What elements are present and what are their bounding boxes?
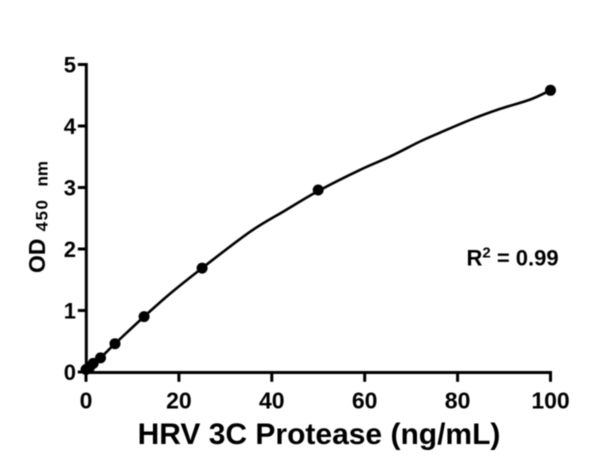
svg-text:0: 0: [64, 360, 76, 385]
svg-text:80: 80: [445, 388, 471, 414]
svg-text:2: 2: [64, 237, 76, 262]
svg-text:5: 5: [64, 53, 76, 78]
svg-text:1: 1: [64, 299, 76, 324]
svg-text:4: 4: [64, 114, 77, 139]
svg-text:100: 100: [531, 388, 569, 414]
svg-text:20: 20: [166, 388, 192, 414]
svg-text:40: 40: [259, 388, 285, 414]
svg-text:60: 60: [352, 388, 378, 414]
svg-text:0: 0: [80, 388, 93, 414]
svg-text:3: 3: [64, 176, 76, 201]
svg-text:R2 = 0.99: R2 = 0.99: [467, 245, 559, 271]
svg-text:OD450nm: OD450nm: [24, 161, 52, 273]
svg-text:HRV 3C Protease (ng/mL): HRV 3C Protease (ng/mL): [138, 418, 501, 451]
